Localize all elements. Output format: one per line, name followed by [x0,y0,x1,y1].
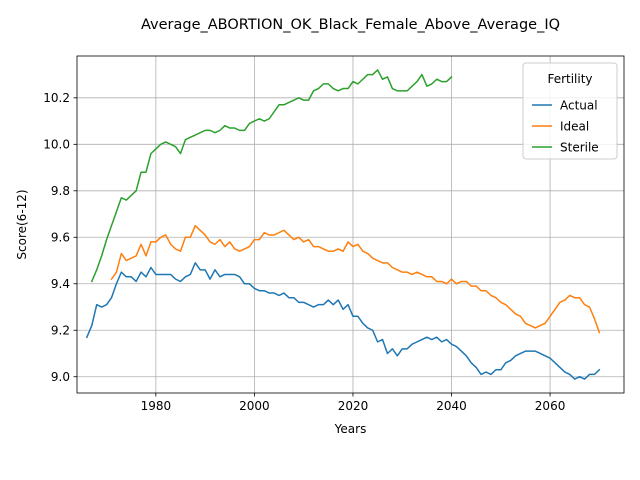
y-tick-label: 9.8 [51,184,70,198]
y-tick-label: 9.4 [51,277,70,291]
y-tick-label: 10.0 [43,138,70,152]
x-axis-ticks: 1980 2000 2020 2040 2060 [141,393,566,413]
y-tick-label: 9.0 [51,370,70,384]
y-tick-label: 9.6 [51,231,70,245]
chart-title: Average_ABORTION_OK_Black_Female_Above_A… [141,17,560,33]
x-tick-label: 2040 [436,399,467,413]
x-tick-label: 2060 [535,399,566,413]
y-tick-label: 10.2 [43,91,70,105]
legend-entries: Actual Ideal Sterile [532,98,599,154]
x-tick-label: 2020 [338,399,369,413]
grid [77,56,624,393]
x-tick-label: 1980 [141,399,172,413]
x-axis-label: Years [334,422,367,436]
y-tick-label: 9.2 [51,324,70,338]
series-line-ideal [110,224,601,334]
legend-title: Fertility [547,72,592,86]
y-axis-label: Score(6-12) [15,189,29,259]
legend-label-actual: Actual [560,98,598,112]
legend-box [522,62,618,160]
series-line-actual [85,262,601,380]
plot-frame [76,55,625,394]
legend-label-sterile: Sterile [560,140,599,154]
legend: Fertility Actual Ideal Sterile [522,62,618,160]
series-line-sterile [90,69,453,283]
y-axis-ticks: 9.0 9.2 9.4 9.6 9.8 10.0 10.2 [43,91,77,384]
legend-label-ideal: Ideal [560,119,589,133]
x-tick-label: 2000 [239,399,270,413]
series-lines [85,69,601,380]
